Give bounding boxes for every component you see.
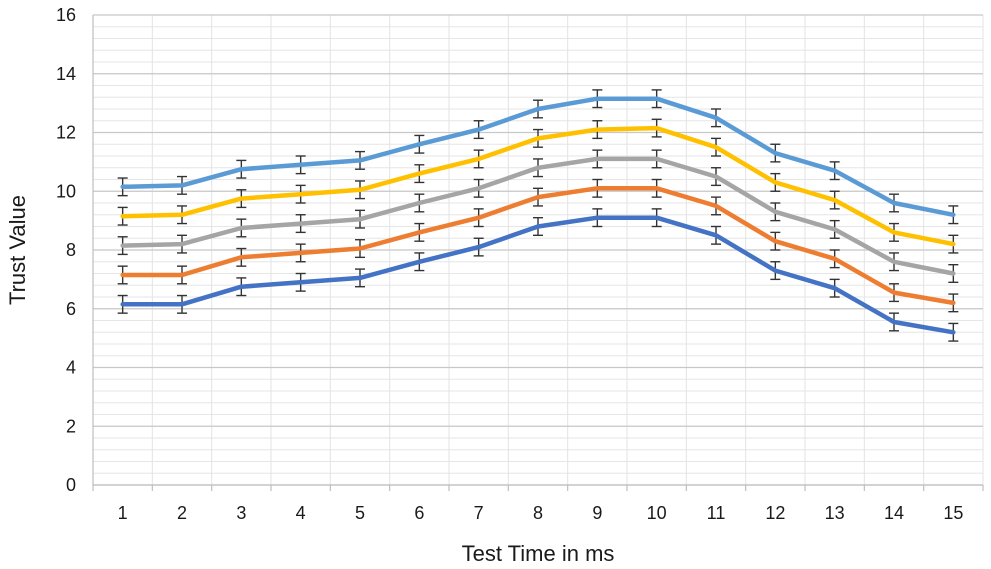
x-tick-label: 11 [707, 503, 726, 523]
y-tick-label: 16 [56, 5, 76, 25]
x-tick-label: 6 [414, 503, 424, 523]
x-tick-label: 15 [943, 503, 963, 523]
series-line [120, 186, 956, 306]
series-1 [117, 89, 959, 225]
series-4 [117, 178, 959, 313]
y-tick-label: 0 [66, 475, 76, 495]
series-line [120, 125, 956, 247]
series-2 [117, 118, 959, 254]
series-line [120, 156, 956, 276]
x-tick-label: 3 [236, 503, 246, 523]
x-tick-label: 13 [825, 503, 845, 523]
y-tick-label: 8 [66, 240, 76, 260]
x-tick-label: 14 [884, 503, 904, 523]
x-tick-label: 8 [533, 503, 543, 523]
x-axis-title: Test Time in ms [462, 541, 615, 566]
x-tick-label: 1 [118, 503, 128, 523]
x-tick-label: 7 [474, 503, 484, 523]
series-5 [117, 208, 959, 342]
series-line [120, 215, 956, 335]
x-tick-label: 10 [647, 503, 667, 523]
x-tick-label: 2 [177, 503, 187, 523]
y-tick-label: 4 [66, 358, 76, 378]
y-tick-label: 10 [56, 181, 76, 201]
x-tick-label: 4 [296, 503, 306, 523]
y-axis-title: Trust Value [5, 195, 30, 305]
axes [92, 15, 984, 491]
x-tick-labels: 1 2 3 4 5 6 7 8 9 10 11 12 13 14 15 [118, 503, 964, 523]
error-bars [117, 178, 959, 313]
x-tick-label: 5 [355, 503, 365, 523]
y-tick-label: 6 [66, 299, 76, 319]
y-tick-label: 14 [56, 64, 76, 84]
x-tick-label: 9 [592, 503, 602, 523]
series-layer [117, 89, 959, 342]
x-tick-label: 12 [765, 503, 785, 523]
y-tick-label: 12 [56, 123, 76, 143]
series-line [120, 96, 956, 218]
y-tick-label: 2 [66, 416, 76, 436]
series-3 [117, 149, 959, 284]
y-tick-labels: 0 2 4 6 8 10 12 14 16 [56, 5, 76, 495]
